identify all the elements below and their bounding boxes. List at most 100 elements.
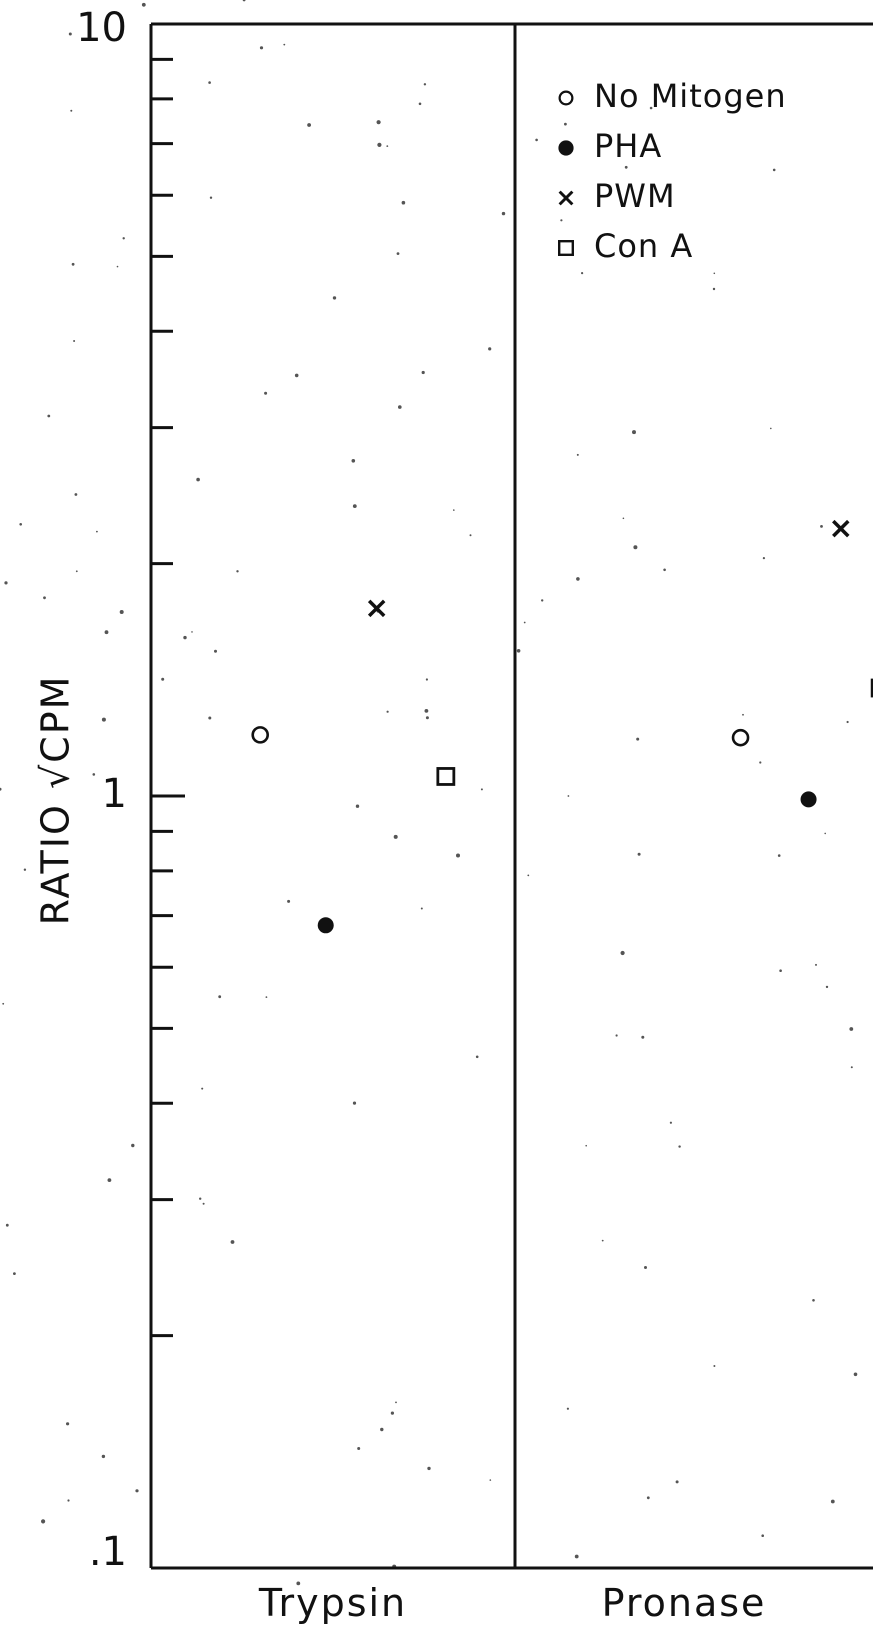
data-point: [436, 767, 456, 786]
speck: [107, 1178, 112, 1182]
speck: [104, 630, 109, 635]
speck: [287, 899, 291, 903]
y-tick-label: 1: [102, 771, 127, 817]
speck: [566, 1407, 570, 1410]
speck: [41, 1519, 46, 1524]
speck: [191, 631, 193, 633]
speck: [772, 168, 776, 172]
point-marker-open-square: [870, 678, 873, 698]
speck: [265, 996, 268, 998]
speck: [380, 1427, 384, 1432]
point-marker-open-circle: [251, 726, 270, 744]
legend-entry: No Mitogen: [558, 77, 787, 115]
point-marker-filled-circle: [558, 140, 574, 156]
speck: [424, 709, 429, 713]
speck: [214, 649, 217, 653]
speck: [489, 1479, 492, 1481]
speck: [853, 1372, 858, 1377]
speck: [75, 570, 78, 573]
speck: [622, 517, 625, 520]
speck: [393, 834, 398, 839]
speck: [208, 716, 212, 720]
speck: [644, 1266, 647, 1269]
speck: [386, 710, 389, 713]
speck: [574, 1554, 579, 1559]
speck: [488, 347, 492, 351]
speck: [475, 1055, 479, 1059]
speck: [242, 0, 246, 2]
legend-entry: Con A: [558, 227, 693, 265]
speck: [523, 621, 526, 624]
speck: [236, 570, 239, 573]
point-marker-cross: [832, 519, 850, 538]
legend-label: PWM: [594, 177, 676, 215]
speck: [516, 649, 521, 653]
point-marker-open-circle: [731, 728, 750, 747]
speck: [425, 678, 428, 681]
speck: [390, 1411, 394, 1415]
speck: [456, 853, 460, 858]
speck: [541, 599, 544, 602]
speck: [812, 1299, 815, 1302]
speck: [2, 1002, 5, 1005]
point-marker-filled-circle: [317, 917, 334, 934]
speck: [141, 2, 146, 7]
speck: [47, 414, 51, 418]
speck: [567, 795, 570, 797]
point-marker-cross: [367, 599, 386, 618]
speck: [0, 787, 2, 791]
speck: [73, 340, 76, 342]
y-axis-ticks: [151, 22, 185, 1570]
data-point: [251, 726, 270, 744]
speck: [43, 596, 46, 600]
speck: [425, 716, 429, 720]
speck: [779, 969, 782, 972]
speck: [230, 1240, 235, 1244]
speck: [296, 1581, 301, 1586]
panel-labels: Trypsin Pronase: [258, 1581, 765, 1625]
speck: [135, 1489, 139, 1493]
speck: [535, 138, 538, 142]
speck: [675, 1480, 679, 1484]
speck: [641, 1035, 645, 1039]
speck: [427, 1466, 431, 1471]
speck: [307, 123, 311, 127]
speck: [576, 453, 579, 456]
point-marker-filled-circle: [800, 791, 817, 808]
speck: [560, 219, 563, 222]
speck: [581, 272, 584, 275]
speck: [396, 252, 400, 256]
data-point: [832, 519, 850, 538]
speck: [161, 677, 165, 681]
speck: [199, 1197, 202, 1200]
speck: [713, 1365, 716, 1367]
speck: [624, 165, 628, 169]
speck: [761, 1534, 764, 1537]
speck: [815, 963, 817, 966]
speck: [71, 262, 75, 266]
speck: [332, 296, 337, 300]
speck: [19, 523, 23, 526]
speck: [386, 145, 389, 148]
speck: [615, 1034, 618, 1037]
panel-label: Trypsin: [258, 1581, 407, 1625]
y-axis-tick-labels: .1 1 10: [76, 5, 127, 1575]
speck: [669, 1121, 673, 1124]
speck: [649, 106, 653, 110]
point-marker-cross: [558, 190, 574, 206]
legend-label: No Mitogen: [594, 77, 787, 115]
speck: [68, 32, 72, 36]
speck: [355, 804, 360, 808]
cross-stroke: [832, 519, 850, 538]
speck: [401, 200, 406, 205]
speck: [678, 1145, 681, 1148]
speck: [585, 1144, 587, 1147]
speck: [119, 610, 124, 614]
legend-label: Con A: [594, 227, 693, 265]
speck: [352, 1101, 357, 1105]
speck: [4, 581, 8, 585]
speck: [820, 525, 823, 528]
speck: [576, 577, 580, 581]
speck: [202, 1202, 205, 1205]
